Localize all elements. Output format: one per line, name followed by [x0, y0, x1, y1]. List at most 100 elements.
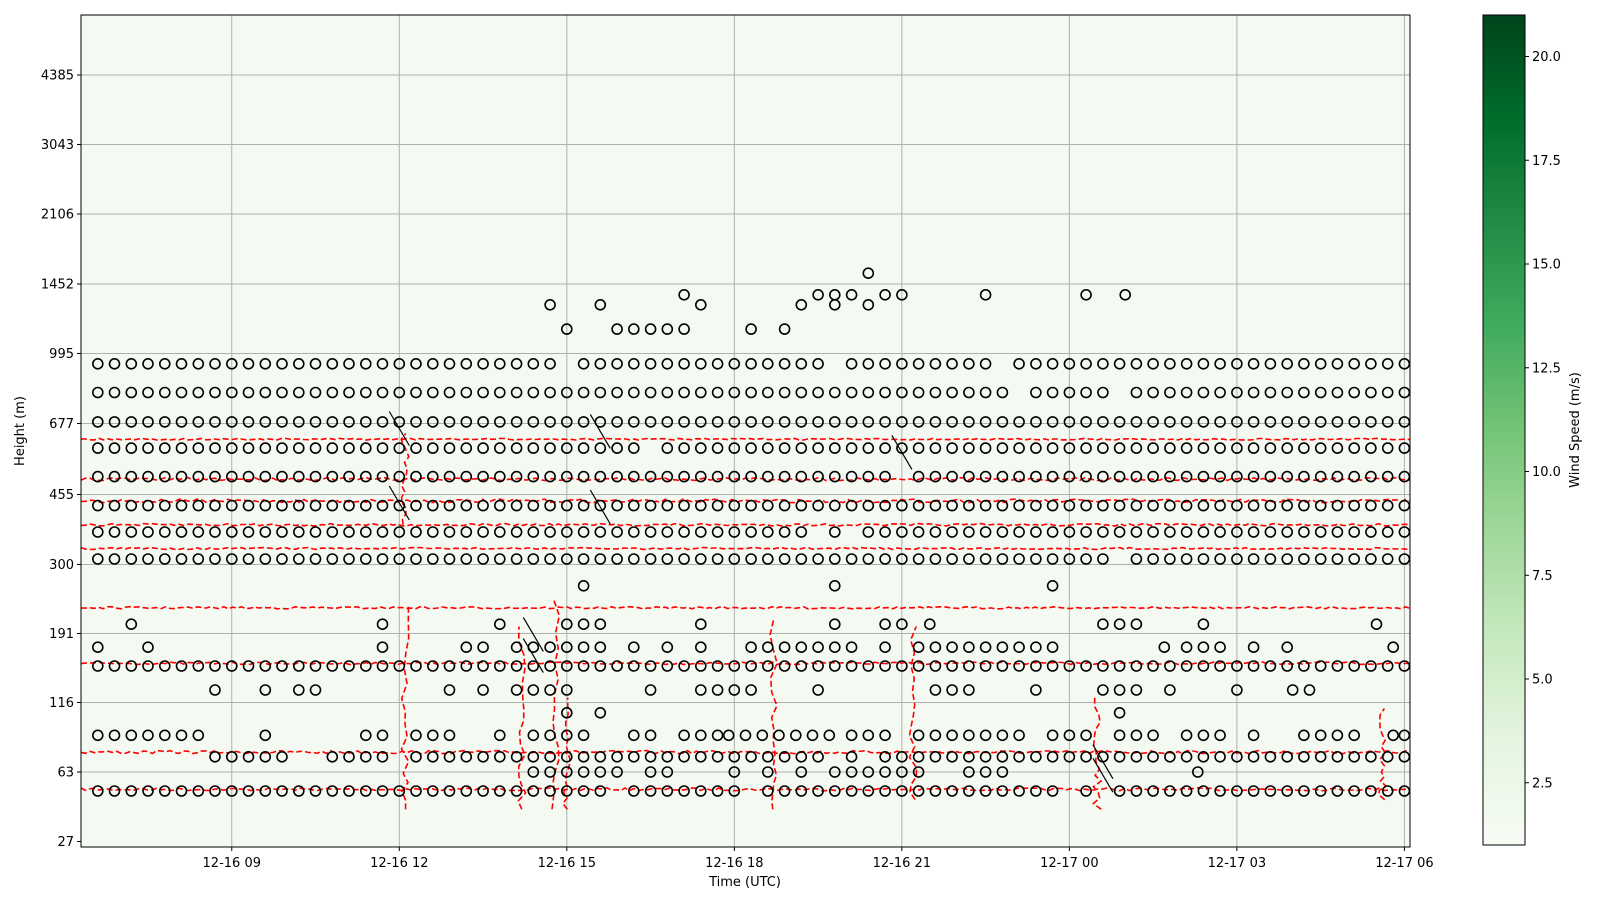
y-tick-label: 1452: [41, 278, 74, 293]
calm-marker: [1281, 785, 1293, 797]
calm-marker: [192, 729, 205, 742]
calm-marker: [527, 416, 540, 428]
calm-marker: [426, 785, 439, 797]
calm-marker: [443, 470, 456, 483]
calm-marker: [795, 785, 808, 797]
calm-marker: [644, 660, 657, 672]
calm-marker: [1097, 416, 1109, 428]
calm-marker: [1113, 526, 1126, 538]
calm-marker: [661, 499, 674, 512]
calm-marker: [728, 442, 741, 454]
calm-marker: [477, 553, 489, 565]
calm-marker: [1180, 729, 1193, 742]
calm-marker: [242, 660, 255, 672]
calm-marker: [560, 618, 573, 631]
calm-marker: [862, 298, 875, 311]
calm-marker: [845, 729, 858, 742]
calm-marker: [661, 442, 674, 454]
colorbar-tick-label: 5.0: [1532, 673, 1553, 688]
calm-marker: [611, 553, 623, 565]
calm-marker: [745, 357, 757, 370]
calm-marker: [359, 750, 372, 763]
calm-marker: [1197, 442, 1210, 454]
calm-marker: [159, 553, 171, 565]
calm-marker: [175, 553, 188, 565]
calm-marker: [778, 416, 791, 428]
calm-marker: [1348, 553, 1360, 565]
calm-marker: [761, 766, 774, 778]
calm-marker: [879, 288, 891, 301]
calm-marker: [276, 442, 288, 454]
calm-marker: [1314, 442, 1327, 454]
calm-marker: [1231, 553, 1243, 565]
calm-marker: [1365, 553, 1377, 565]
calm-marker: [1097, 660, 1109, 672]
calm-marker: [159, 526, 171, 538]
calm-marker: [1331, 386, 1344, 399]
calm-marker: [828, 526, 841, 538]
calm-marker: [460, 660, 473, 672]
calm-marker: [376, 526, 389, 538]
calm-marker: [460, 442, 473, 454]
calm-marker: [745, 499, 757, 512]
calm-marker: [259, 750, 272, 763]
calm-marker: [1046, 641, 1059, 654]
gridlines: [81, 15, 1410, 847]
calm-marker: [1398, 416, 1410, 428]
colorbar-tick-label: 15.0: [1532, 258, 1561, 273]
calm-marker: [722, 729, 735, 742]
calm-marker: [460, 470, 473, 483]
calm-marker: [661, 660, 674, 672]
calm-marker: [912, 526, 925, 538]
calm-marker: [359, 785, 372, 797]
calm-marker: [443, 750, 456, 763]
calm-marker: [627, 470, 640, 483]
calm-marker: [527, 785, 540, 797]
calm-marker: [276, 750, 288, 763]
calm-marker: [1063, 499, 1076, 512]
calm-marker: [259, 499, 272, 512]
calm-marker: [426, 357, 439, 370]
calm-marker: [92, 386, 104, 399]
calm-marker: [594, 766, 607, 778]
calm-marker: [1164, 750, 1176, 763]
calm-marker: [1314, 750, 1327, 763]
contour-line: [908, 626, 918, 801]
calm-marker: [1365, 750, 1377, 763]
calm-marker: [996, 766, 1009, 778]
calm-marker: [1180, 553, 1193, 565]
calm-marker: [426, 750, 439, 763]
calm-marker: [1046, 785, 1059, 797]
calm-marker: [92, 641, 104, 654]
calm-marker: [661, 766, 674, 778]
calm-marker: [594, 641, 607, 654]
calm-marker: [1030, 442, 1042, 454]
contour-line: [81, 749, 1410, 755]
calm-marker: [745, 684, 757, 696]
calm-marker: [343, 499, 355, 512]
calm-marker: [694, 618, 707, 631]
calm-marker: [92, 470, 104, 483]
calm-marker: [644, 386, 657, 399]
calm-marker: [862, 729, 875, 742]
calm-marker: [1247, 641, 1260, 654]
calm-marker: [326, 442, 339, 454]
calm-marker: [806, 729, 819, 742]
calm-marker: [896, 499, 908, 512]
calm-marker: [929, 660, 942, 672]
calm-marker: [1281, 553, 1293, 565]
calm-marker: [1030, 357, 1042, 370]
calm-marker: [1113, 785, 1126, 797]
calm-marker: [1197, 470, 1210, 483]
calm-marker: [795, 526, 808, 538]
calm-marker: [242, 499, 255, 512]
calm-marker: [276, 660, 288, 672]
calm-marker: [1080, 288, 1092, 301]
calm-markers: [92, 267, 1410, 797]
calm-marker: [577, 553, 590, 565]
calm-marker: [1147, 416, 1159, 428]
calm-marker: [1365, 357, 1377, 370]
calm-marker: [862, 553, 875, 565]
calm-marker: [493, 785, 506, 797]
calm-marker: [1197, 750, 1210, 763]
